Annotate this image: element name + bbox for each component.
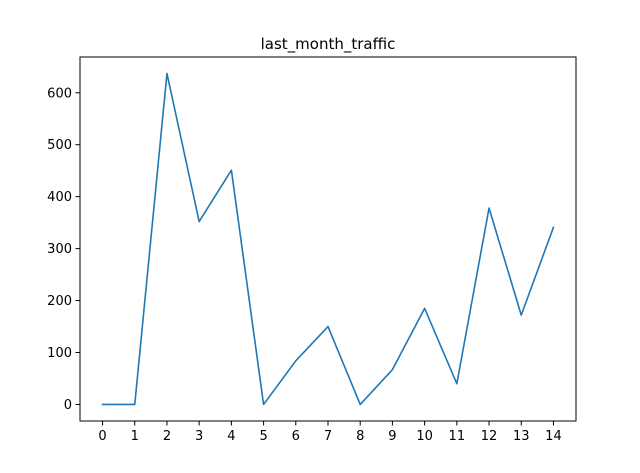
y-tick-label: 0	[64, 398, 72, 413]
x-tick-label: 0	[98, 429, 106, 444]
series-line-0	[101, 72, 555, 406]
y-axis: 0 100 200 300 400 500 600	[47, 86, 80, 413]
x-tick-label: 6	[292, 429, 300, 444]
x-tick-label: 5	[259, 429, 267, 444]
x-tick-label: 8	[356, 429, 364, 444]
series-layer	[101, 72, 555, 406]
y-tick-label: 300	[47, 242, 72, 257]
y-tick-label: 200	[47, 294, 72, 309]
y-tick-label: 100	[47, 346, 72, 361]
x-tick-label: 9	[388, 429, 396, 444]
x-axis: 0 1 2 3 4 5 6 7 8 9 10 11 12 13 14	[98, 421, 562, 444]
chart-title: last_month_traffic	[261, 35, 396, 54]
y-tick-label: 500	[47, 138, 72, 153]
x-tick-label: 12	[481, 429, 498, 444]
y-tick-label: 600	[47, 86, 72, 101]
x-tick-label: 10	[416, 429, 433, 444]
x-tick-label: 14	[545, 429, 562, 444]
x-tick-label: 4	[227, 429, 235, 444]
y-tick-label: 400	[47, 190, 72, 205]
x-tick-label: 1	[131, 429, 139, 444]
x-tick-label: 13	[513, 429, 530, 444]
x-tick-label: 11	[449, 429, 466, 444]
x-tick-label: 3	[195, 429, 203, 444]
x-tick-label: 2	[163, 429, 171, 444]
x-tick-label: 7	[324, 429, 332, 444]
